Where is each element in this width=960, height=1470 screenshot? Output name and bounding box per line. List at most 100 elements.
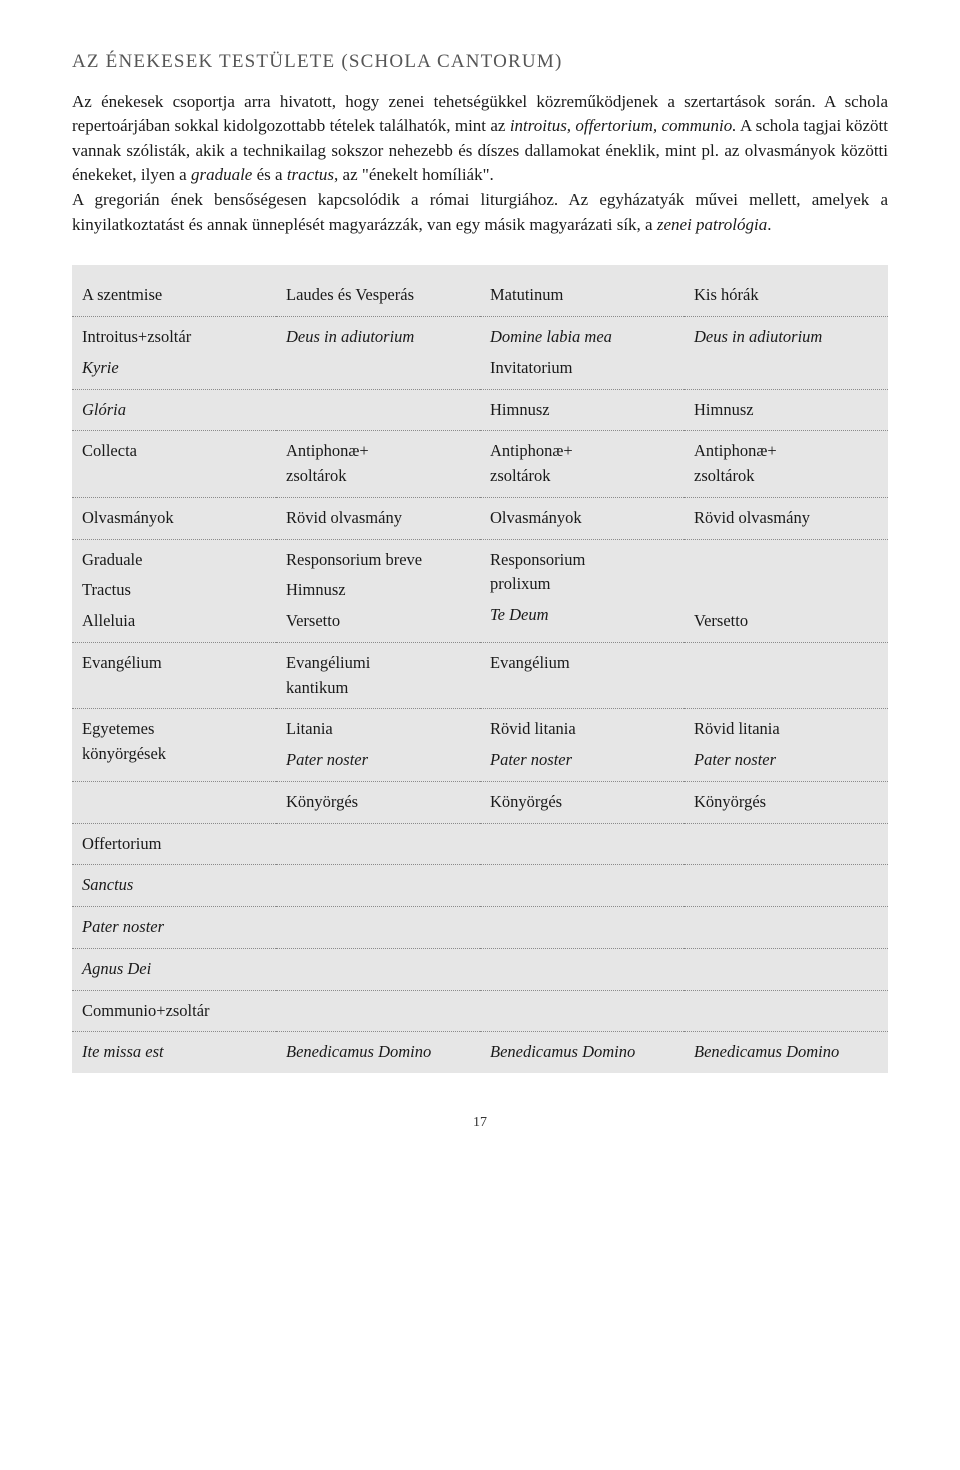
text: Versetto: [694, 609, 878, 634]
cell: Evangélium: [72, 642, 276, 709]
cell: Benedicamus Domino: [480, 1032, 684, 1073]
text: Invitatorium: [490, 356, 674, 381]
cell: Könyörgés: [684, 781, 888, 823]
cell: Communio+zsoltár: [72, 990, 276, 1032]
cell: [72, 781, 276, 823]
cell: [684, 642, 888, 709]
cell: Litania Pater noster: [276, 709, 480, 782]
text: Ite missa est: [82, 1042, 164, 1061]
cell: Offertorium: [72, 823, 276, 865]
cell: Olvasmányok: [480, 497, 684, 539]
cell: [684, 990, 888, 1032]
table-row: Ite missa est Benedicamus Domino Benedic…: [72, 1032, 888, 1073]
text: kantikum: [286, 676, 470, 701]
body-paragraph-2: A gregorián ének bensőségesen kapcsolódi…: [72, 188, 888, 237]
cell: [480, 865, 684, 907]
cell: Rövid litania Pater noster: [684, 709, 888, 782]
text: Agnus Dei: [82, 959, 151, 978]
text: zsoltárok: [286, 464, 470, 489]
cell: Responsorium prolixum Te Deum: [480, 539, 684, 642]
text: Domine labia mea: [490, 325, 674, 350]
table-row: Olvasmányok Rövid olvasmány Olvasmányok …: [72, 497, 888, 539]
text: Antiphonæ+: [490, 439, 674, 464]
cell: Agnus Dei: [72, 948, 276, 990]
p1f: tractus: [287, 165, 334, 184]
cell: Introitus+zsoltár Kyrie: [72, 317, 276, 390]
cell: Ite missa est: [72, 1032, 276, 1073]
text: Kyrie: [82, 356, 266, 381]
cell: Olvasmányok: [72, 497, 276, 539]
cell: Egyetemes könyörgések: [72, 709, 276, 782]
table-row: Egyetemes könyörgések Litania Pater nost…: [72, 709, 888, 782]
text: Antiphonæ+: [694, 439, 878, 464]
cell: Benedicamus Domino: [276, 1032, 480, 1073]
table-row: Graduale Tractus Alleluia Responsorium b…: [72, 539, 888, 642]
cell: Himnusz: [684, 389, 888, 431]
text: zsoltárok: [694, 464, 878, 489]
cell: [276, 948, 480, 990]
cell: Pater noster: [72, 907, 276, 949]
cell: Responsorium breve Himnusz Versetto: [276, 539, 480, 642]
cell: [276, 990, 480, 1032]
cell: Rövid litania Pater noster: [480, 709, 684, 782]
cell: Evangélium: [480, 642, 684, 709]
text: Graduale: [82, 548, 266, 573]
cell: Deus in adiutorium: [276, 317, 480, 390]
cell: [480, 907, 684, 949]
cell: Evangéliumi kantikum: [276, 642, 480, 709]
text: Benedicamus Domino: [694, 1042, 839, 1061]
text: Pater noster: [694, 748, 878, 773]
liturgy-table-wrap: A szentmise Laudes és Vesperás Matutinum…: [72, 265, 888, 1073]
table-row: Collecta Antiphonæ+ zsoltárok Antiphonæ+…: [72, 431, 888, 498]
text: prolixum: [490, 572, 674, 597]
text: Evangéliumi: [286, 651, 470, 676]
text: Benedicamus Domino: [286, 1042, 431, 1061]
text: Rövid litania: [694, 717, 878, 742]
body-paragraph-1: Az énekesek csoportja arra hivatott, hog…: [72, 90, 888, 189]
cell: Rövid olvasmány: [276, 497, 480, 539]
text: Te Deum: [490, 603, 674, 628]
cell: [684, 865, 888, 907]
text: Introitus+zsoltár: [82, 325, 266, 350]
table-row: A szentmise Laudes és Vesperás Matutinum…: [72, 275, 888, 316]
cell: [276, 389, 480, 431]
text: Pater noster: [82, 917, 164, 936]
cell: [480, 990, 684, 1032]
cell: Antiphonæ+ zsoltárok: [276, 431, 480, 498]
text: Tractus: [82, 578, 266, 603]
table-row: Könyörgés Könyörgés Könyörgés: [72, 781, 888, 823]
text: Deus in adiutorium: [694, 327, 822, 346]
cell: [480, 948, 684, 990]
cell: [684, 823, 888, 865]
cell: Domine labia mea Invitatorium: [480, 317, 684, 390]
text: Sanctus: [82, 875, 133, 894]
cell: Matutinum: [480, 275, 684, 316]
cell: Könyörgés: [276, 781, 480, 823]
liturgy-table: A szentmise Laudes és Vesperás Matutinum…: [72, 275, 888, 1073]
table-row: Agnus Dei: [72, 948, 888, 990]
text: Pater noster: [286, 748, 470, 773]
table-row: Communio+zsoltár: [72, 990, 888, 1032]
table-row: Offertorium: [72, 823, 888, 865]
text: könyörgések: [82, 742, 266, 767]
cell: Antiphonæ+ zsoltárok: [684, 431, 888, 498]
text: Responsorium breve: [286, 548, 470, 573]
text: Alleluia: [82, 609, 266, 634]
table-row: Introitus+zsoltár Kyrie Deus in adiutori…: [72, 317, 888, 390]
cell: [684, 907, 888, 949]
text: Himnusz: [286, 578, 470, 603]
text: Versetto: [286, 609, 470, 634]
page-number: 17: [72, 1113, 888, 1133]
p1d: graduale: [191, 165, 252, 184]
text: Antiphonæ+: [286, 439, 470, 464]
cell: Laudes és Vesperás: [276, 275, 480, 316]
section-heading: AZ ÉNEKESEK TESTÜLETE (SCHOLA CANTORUM): [72, 48, 888, 76]
p1b: introitus, offertorium, communio.: [510, 116, 737, 135]
cell: Collecta: [72, 431, 276, 498]
p1e: és a: [252, 165, 286, 184]
cell: Versetto: [684, 539, 888, 642]
text: Litania: [286, 717, 470, 742]
table-row: Pater noster: [72, 907, 888, 949]
cell: Antiphonæ+ zsoltárok: [480, 431, 684, 498]
table-row: Sanctus: [72, 865, 888, 907]
